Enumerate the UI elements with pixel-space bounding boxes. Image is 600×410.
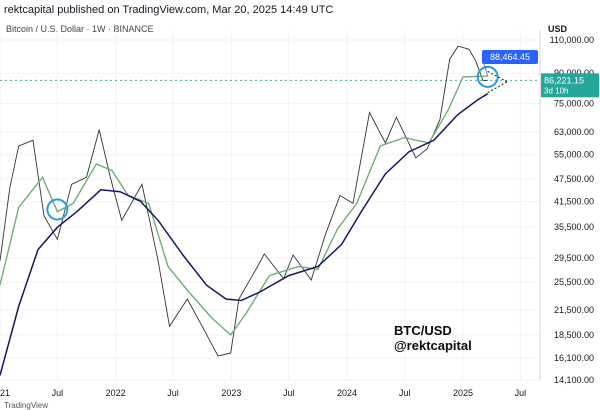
highlight-circle — [476, 65, 499, 88]
symbol-title: Bitcoin / U.S. Dollar · 1W · BINANCE — [6, 24, 154, 34]
y-tick-label: 29,500.00 — [554, 253, 594, 263]
footer-note: TradingView — [4, 401, 49, 410]
sma-series — [0, 93, 489, 376]
y-tick-label: 75,000.00 — [554, 98, 594, 108]
x-tick-label: 2024 — [337, 388, 357, 398]
x-tick-label: 2022 — [106, 388, 126, 398]
price-series — [0, 45, 488, 357]
y-tick-label: 14,100.00 — [554, 375, 594, 385]
highlight-circles — [46, 65, 499, 221]
grid — [0, 30, 540, 381]
x-tick-label: Jul — [283, 388, 295, 398]
y-tick-label: 90,000.00 — [554, 68, 594, 78]
currency-label[interactable]: USD — [548, 24, 568, 34]
ema-value-text: 88,464.45 — [490, 52, 530, 62]
y-tick-label: 110,000.00 — [550, 35, 594, 45]
last-price-tag — [541, 73, 599, 98]
x-tick-label: Jul — [52, 388, 64, 398]
highlight-circle — [46, 198, 69, 221]
y-tick-label: 25,500.00 — [554, 277, 594, 287]
x-axis: 2021 Jul 2022 Jul 2023 Jul 2024 Jul 2025 Jul — [0, 388, 526, 398]
x-tick-label: 2023 — [221, 388, 241, 398]
x-tick-label: Jul — [399, 388, 411, 398]
y-tick-label: 18,500.00 — [554, 330, 594, 340]
y-tick-label: 16,100.00 — [554, 353, 594, 363]
y-tick-label: 35,500.00 — [554, 222, 594, 232]
countdown-text: 3d 10h — [544, 86, 568, 95]
y-tick-label: 55,000.00 — [554, 150, 594, 160]
x-tick-label: Jul — [515, 388, 527, 398]
watermark-pair: BTC/USD — [394, 323, 452, 338]
price-chart[interactable]: 110,000.00 90,000.00 75,000.00 63,000.00 55,… — [0, 0, 600, 400]
watermark-author: @rektcapital — [394, 338, 472, 353]
y-tick-label: 63,000.00 — [554, 127, 594, 137]
x-tick-label: 2021 — [0, 388, 10, 398]
x-tick-label: Jul — [167, 388, 179, 398]
last-price-text: 86,221.15 — [544, 75, 584, 85]
ema-series — [0, 75, 488, 337]
publisher-caption: rektcapital published on TradingView.com… — [4, 4, 334, 16]
header-bar: rektcapital published on TradingView.com… — [0, 0, 600, 22]
y-axis: 110,000.00 90,000.00 75,000.00 63,000.00 55,… — [539, 30, 594, 385]
x-tick-label: 2025 — [453, 388, 473, 398]
y-tick-label: 47,500.00 — [554, 174, 594, 184]
ema-tag-connector — [481, 56, 489, 77]
ema-value-tag — [482, 50, 538, 65]
y-tick-label: 41,500.00 — [554, 196, 594, 206]
y-tick-label: 21,500.00 — [554, 305, 594, 315]
